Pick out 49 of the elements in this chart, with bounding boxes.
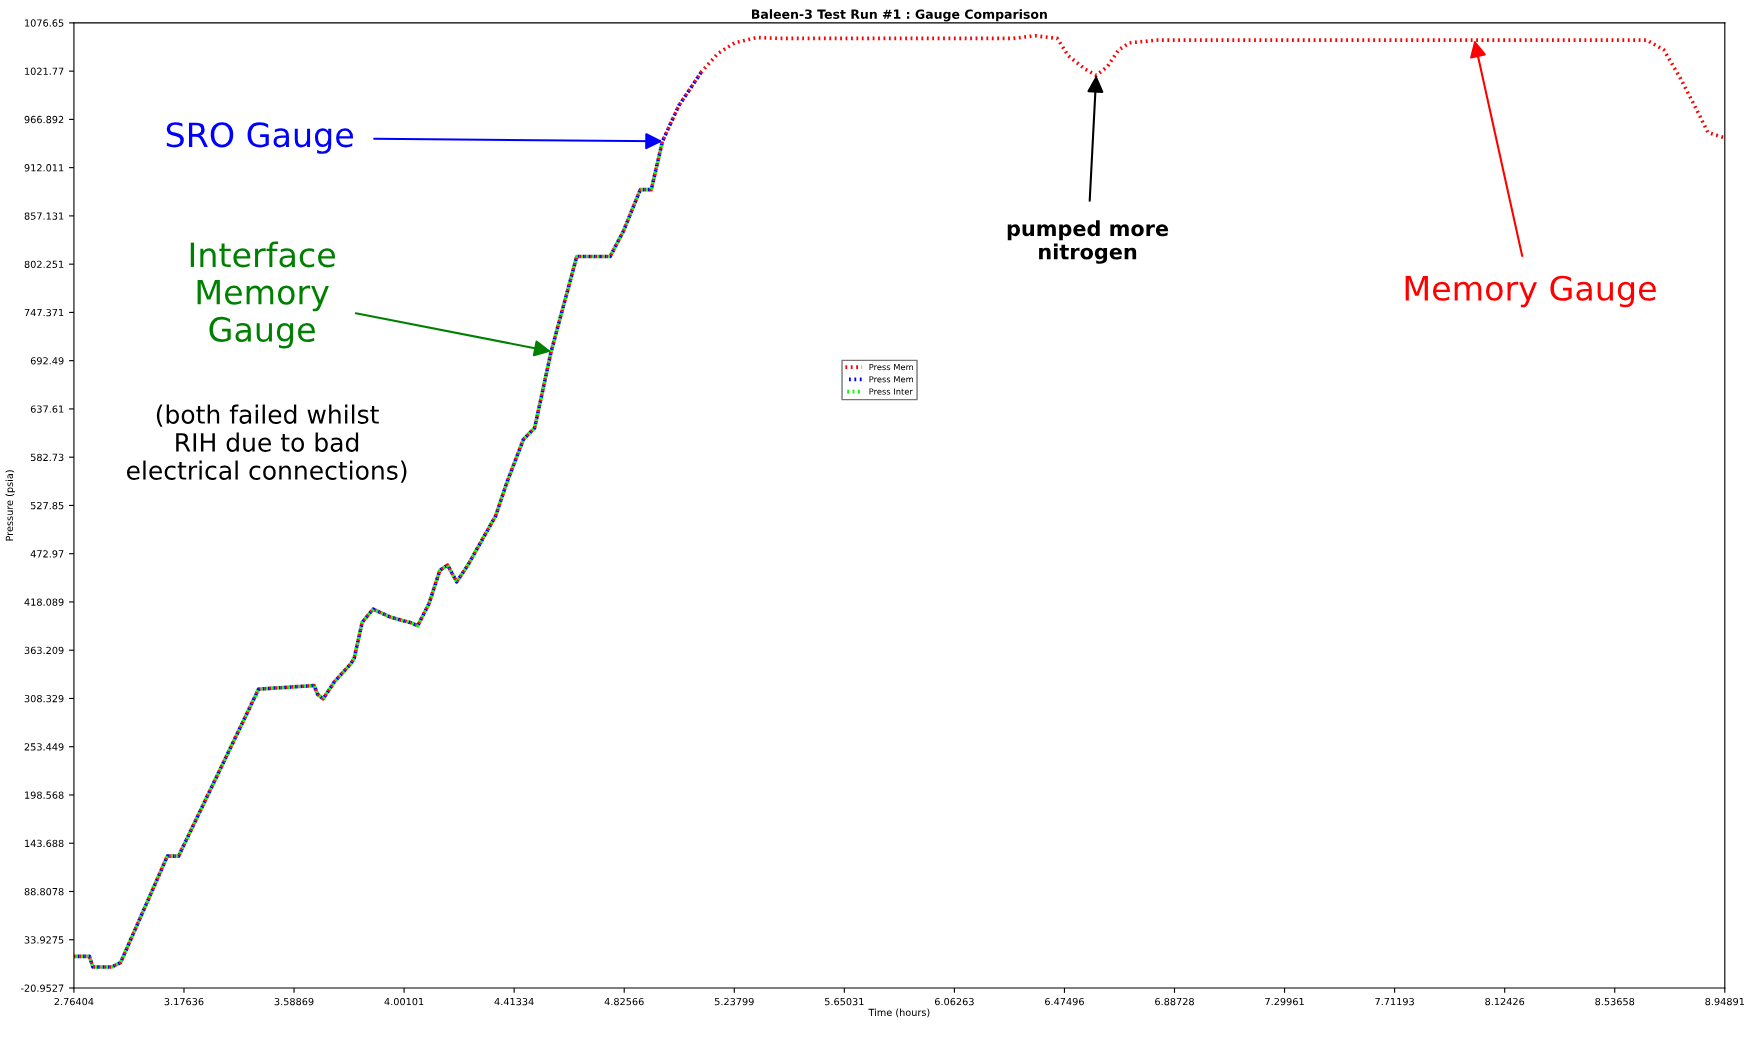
y-tick-label: 253.449 bbox=[24, 743, 64, 751]
legend-label: Press Inter bbox=[869, 388, 913, 395]
annotation: (both failed whilst RIH due to bad electrical connections) bbox=[126, 404, 407, 483]
x-tick-label: 8.94891 bbox=[1705, 997, 1744, 1006]
x-tick-label: 6.88728 bbox=[1155, 997, 1194, 1006]
y-tick-label: 418.089 bbox=[24, 598, 64, 606]
x-tick-label: 7.71193 bbox=[1375, 997, 1414, 1006]
x-tick-label: 8.12426 bbox=[1485, 997, 1525, 1006]
x-tick-label: 7.29961 bbox=[1265, 997, 1304, 1006]
x-tick-label: 4.41334 bbox=[494, 997, 534, 1006]
y-tick-label: 747.371 bbox=[24, 308, 64, 317]
y-tick-label: 472.97 bbox=[30, 550, 64, 558]
y-tick-label: -20.9527 bbox=[20, 984, 64, 992]
y-tick-label: 637.61 bbox=[30, 405, 64, 413]
x-tick-label: 6.06263 bbox=[934, 997, 974, 1006]
y-tick-label: 582.73 bbox=[30, 453, 64, 462]
annotation: SRO Gauge bbox=[166, 122, 353, 154]
annotation: Memory Gauge bbox=[1405, 275, 1656, 308]
y-axis-title: Pressure (psia) bbox=[5, 470, 15, 541]
y-tick-label: 692.49 bbox=[30, 357, 64, 365]
y-tick-label: 88.8078 bbox=[24, 887, 64, 896]
legend-label: Press Mem bbox=[869, 363, 914, 371]
line-series bbox=[73, 33, 1725, 969]
chart-title: Baleen-3 Test Run #1 : Gauge Comparison bbox=[752, 9, 1047, 22]
y-tick-label: 308.329 bbox=[24, 694, 64, 703]
x-tick-label: 8.53658 bbox=[1595, 997, 1635, 1006]
y-tick-label: 857.131 bbox=[24, 212, 64, 220]
y-tick-label: 802.251 bbox=[24, 260, 64, 268]
legend-label: Press Mem bbox=[869, 376, 914, 383]
x-tick-label: 5.23799 bbox=[714, 997, 754, 1006]
y-tick-label: 1076.65 bbox=[25, 19, 64, 27]
y-tick-label: 143.688 bbox=[25, 839, 64, 848]
x-tick-label: 2.76404 bbox=[54, 997, 94, 1006]
annotation: pumped more nitrogen bbox=[1007, 220, 1169, 264]
x-tick-label: 3.17636 bbox=[164, 997, 204, 1006]
y-tick-label: 363.209 bbox=[24, 646, 64, 655]
y-tick-label: 33.9275 bbox=[24, 936, 64, 944]
annotation: Interface Memory Gauge bbox=[190, 241, 335, 349]
x-tick-label: 5.65031 bbox=[824, 997, 864, 1006]
y-tick-label: 198.568 bbox=[25, 791, 64, 799]
x-axis-title: Time (hours) bbox=[868, 1008, 930, 1018]
x-tick-label: 6.47496 bbox=[1045, 997, 1084, 1006]
y-tick-label: 1021.77 bbox=[25, 67, 64, 75]
x-tick-label: 4.82566 bbox=[604, 997, 644, 1006]
y-tick-label: 966.892 bbox=[24, 115, 64, 124]
x-tick-label: 3.58869 bbox=[274, 997, 314, 1006]
y-tick-label: 912.011 bbox=[24, 164, 64, 172]
x-tick-label: 4.00101 bbox=[384, 997, 424, 1006]
y-tick-label: 527.85 bbox=[30, 501, 64, 510]
